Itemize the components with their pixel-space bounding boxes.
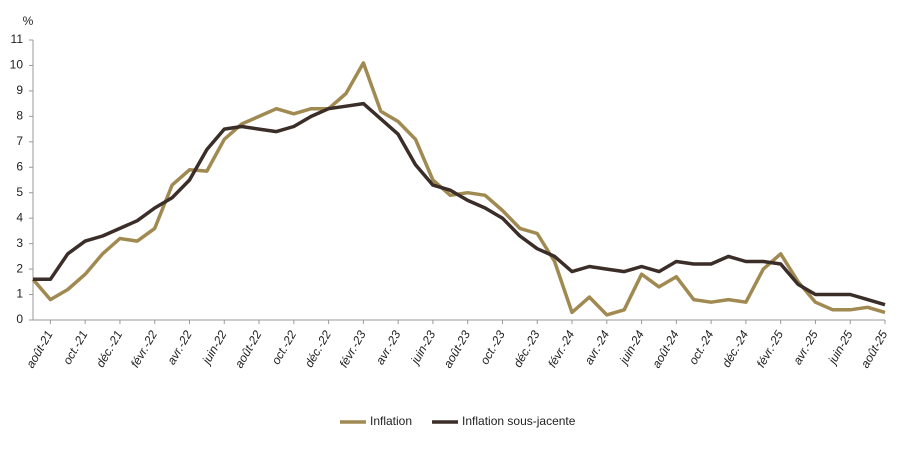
y-tick-label: 8 [16, 109, 23, 123]
y-tick-label: 5 [16, 185, 23, 199]
x-tick-label: avr.-22 [164, 328, 195, 367]
y-tick-label: 3 [16, 236, 23, 250]
x-tick-label: févr.-23 [336, 328, 368, 370]
y-unit: % [23, 14, 34, 28]
x-tick-label: août-24 [649, 328, 682, 371]
x-tick-label: août-21 [23, 328, 55, 370]
x-tick-label: oct.-24 [686, 328, 717, 367]
series-line [33, 101, 886, 307]
y-tick-label: 4 [16, 210, 23, 224]
legend-label: Inflation [370, 414, 412, 428]
x-tick-label: oct.-23 [477, 328, 508, 367]
x-tick-label: févr.-24 [545, 328, 577, 370]
x-tick-label: déc.-24 [719, 328, 751, 370]
y-tick-label: 7 [16, 134, 23, 148]
x-tick-label: août-23 [441, 328, 474, 371]
x-tick-label: déc.-21 [93, 328, 125, 370]
x-tick-label: févr.-22 [128, 328, 160, 370]
x-tick-label: août-22 [232, 328, 265, 371]
x-tick-label: avr.-23 [373, 328, 404, 367]
x-tick-label: févr.-25 [754, 328, 786, 370]
x-tick-label: juin-25 [824, 328, 855, 368]
y-tick-label: 0 [16, 312, 23, 326]
x-tick-label: avr.-25 [790, 328, 821, 367]
y-tick-label: 10 [10, 58, 24, 72]
legend-label: Inflation sous-jacente [462, 414, 576, 428]
x-tick-label: avr.-24 [582, 328, 613, 367]
y-tick-label: 11 [11, 32, 24, 46]
x-tick-label: juin-23 [407, 328, 438, 368]
series-line [31, 61, 886, 317]
x-tick-label: juin-22 [198, 328, 229, 368]
x-tick-label: oct.-21 [60, 328, 90, 367]
x-tick-label: oct.-22 [269, 328, 300, 367]
y-tick-label: 2 [16, 261, 23, 275]
x-tick-label: août-25 [858, 328, 891, 371]
x-tick-label: déc.-23 [510, 328, 542, 370]
x-tick-label: juin-24 [616, 328, 647, 368]
y-tick-label: 9 [16, 83, 23, 97]
x-tick-label: déc.-22 [302, 328, 334, 370]
y-tick-label: 6 [16, 159, 23, 173]
y-tick-label: 1 [16, 287, 23, 301]
